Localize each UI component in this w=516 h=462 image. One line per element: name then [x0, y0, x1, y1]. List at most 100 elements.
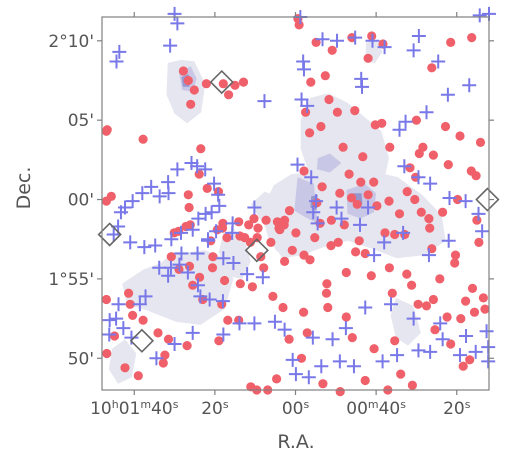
- circle-marker: [235, 279, 245, 289]
- cross-marker: [240, 267, 255, 282]
- cross-marker: [355, 79, 370, 94]
- circle-marker: [101, 196, 111, 206]
- x-tick-label: 20s: [443, 398, 471, 419]
- cross-marker: [113, 205, 128, 220]
- circle-marker: [478, 293, 488, 303]
- cross-marker: [149, 351, 164, 366]
- cross-marker: [433, 316, 448, 331]
- cross-marker: [174, 225, 189, 240]
- diamond-marker: [244, 238, 269, 263]
- circle-marker: [302, 328, 312, 338]
- circle-marker: [218, 218, 228, 228]
- circle-marker: [102, 125, 112, 135]
- cross-marker: [367, 248, 382, 263]
- cross-marker: [481, 354, 496, 369]
- circle-marker: [347, 333, 357, 343]
- cross-marker: [204, 205, 219, 220]
- cross-marker: [102, 327, 117, 342]
- circle-marker: [222, 233, 232, 243]
- circle-marker: [224, 90, 234, 100]
- circle-marker: [323, 302, 333, 313]
- x-tick-label: 00s: [282, 398, 310, 419]
- cross-marker: [226, 256, 241, 271]
- circle-marker: [344, 169, 354, 179]
- circle-marker: [183, 75, 193, 86]
- y-axis-label: Dec.: [13, 167, 35, 210]
- circle-marker: [350, 106, 360, 116]
- x-tick-label: 20s: [201, 398, 229, 419]
- cross-marker: [296, 62, 311, 77]
- y-tick-label: 00': [68, 191, 94, 211]
- circle-marker: [201, 79, 211, 89]
- circle-marker: [475, 137, 486, 147]
- circle-marker: [287, 245, 297, 255]
- circle-marker: [428, 150, 438, 160]
- cross-marker: [161, 268, 176, 283]
- circle-marker: [324, 94, 334, 105]
- circle-marker: [178, 66, 188, 76]
- circle-marker: [366, 271, 376, 281]
- cross-marker: [288, 367, 303, 382]
- contour-region-mid: [316, 153, 342, 173]
- cross-marker: [167, 336, 182, 351]
- circle-marker: [469, 307, 480, 317]
- circle-marker: [153, 328, 163, 338]
- circle-marker: [458, 361, 468, 371]
- circle-marker: [259, 263, 269, 273]
- cross-marker: [191, 211, 206, 226]
- circle-marker: [138, 315, 148, 325]
- circle-marker: [407, 280, 417, 290]
- circle-marker: [372, 201, 382, 211]
- circle-marker: [220, 275, 230, 286]
- cross-marker: [334, 211, 349, 226]
- y-tick-label: 1°55': [48, 270, 94, 290]
- circle-marker: [416, 207, 426, 217]
- cross-marker: [247, 200, 262, 215]
- cross-marker: [137, 240, 152, 255]
- diamond-marker: [475, 187, 500, 212]
- circle-marker: [405, 163, 415, 173]
- circle-marker: [234, 217, 244, 227]
- cross-marker: [300, 98, 315, 113]
- circle-marker: [138, 134, 148, 144]
- cross-marker: [435, 332, 450, 347]
- cross-marker: [390, 348, 405, 363]
- circle-marker: [387, 288, 397, 298]
- cross-marker: [285, 352, 300, 367]
- cross-marker: [338, 321, 353, 336]
- circle-marker: [396, 369, 406, 379]
- circle-marker: [363, 53, 373, 63]
- circle-marker: [400, 229, 410, 240]
- circle-marker: [128, 310, 138, 320]
- circle-marker: [240, 233, 250, 243]
- circle-marker: [279, 220, 289, 230]
- circle-marker: [301, 107, 311, 117]
- circle-marker: [335, 188, 345, 198]
- cross-marker: [106, 227, 121, 242]
- cross-marker: [138, 289, 153, 304]
- circle-marker: [467, 33, 477, 43]
- cross-marker: [329, 200, 344, 215]
- circle-marker: [471, 171, 481, 181]
- y-tick-label: 05': [68, 111, 94, 131]
- cross-marker: [102, 313, 117, 328]
- circle-marker: [321, 288, 332, 298]
- circle-marker: [356, 177, 366, 187]
- cross-marker: [471, 206, 486, 221]
- cross-marker: [209, 224, 224, 239]
- cross-marker: [398, 114, 413, 129]
- cross-marker: [375, 354, 390, 369]
- cross-marker: [441, 233, 456, 248]
- circle-marker: [360, 248, 370, 259]
- circle-marker: [428, 294, 438, 305]
- circle-marker: [472, 215, 482, 225]
- circle-marker: [183, 190, 193, 200]
- circle-marker: [410, 194, 420, 205]
- x-tick-label: 00m40s: [346, 398, 406, 419]
- circle-marker: [296, 353, 307, 363]
- cross-marker: [215, 294, 230, 309]
- circle-marker: [402, 187, 412, 197]
- circle-marker: [101, 294, 111, 305]
- cross-marker: [353, 217, 367, 232]
- circle-marker: [421, 301, 432, 311]
